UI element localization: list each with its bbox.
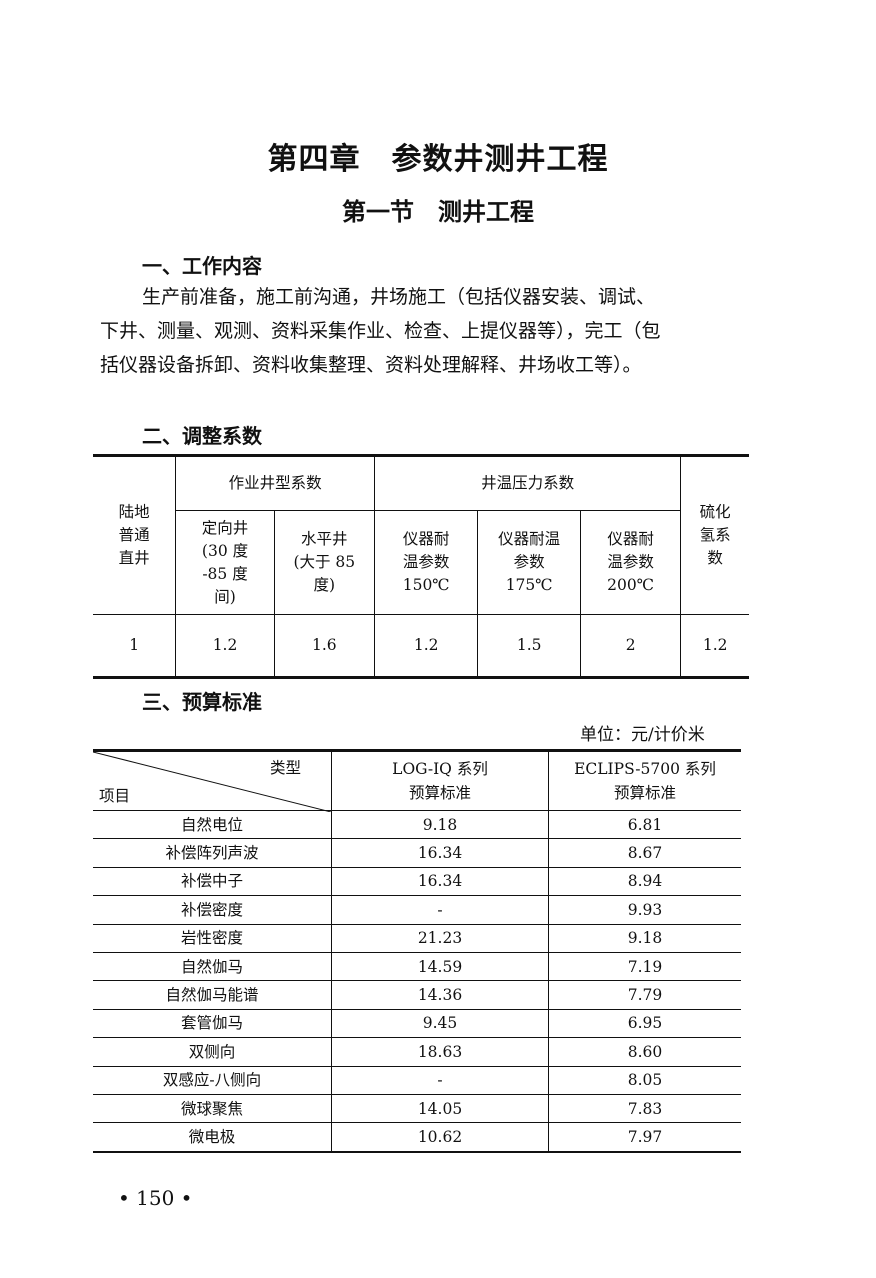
- corner-header: 类型 项目: [93, 750, 332, 812]
- table-row: 补偿阵列声波 16.34 8.67: [93, 838, 741, 868]
- item-cell: 双感应-八侧向: [93, 1065, 332, 1095]
- item-cell: 自然伽马能谱: [93, 980, 332, 1010]
- value-cell: 14.36: [331, 980, 549, 1010]
- work-heading: 一、工作内容: [142, 254, 262, 278]
- value-cell: 1.5: [477, 614, 581, 678]
- work-paragraph: 生产前准备，施工前沟通，井场施工（包括仪器安装、调试、 下井、测量、观测、资料采…: [100, 280, 762, 382]
- value-cell: 8.60: [548, 1037, 741, 1067]
- item-cell: 补偿密度: [93, 895, 332, 925]
- value-cell: 8.05: [548, 1065, 741, 1095]
- value-cell: 1.6: [273, 614, 375, 678]
- table-row: 岩性密度 21.23 9.18: [93, 923, 741, 953]
- value-cell: 16.34: [331, 866, 549, 897]
- value-cell: 8.94: [548, 866, 741, 897]
- para-line: 下井、测量、观测、资料采集作业、检查、上提仪器等），完工（包: [100, 320, 661, 342]
- value-cell: 14.05: [331, 1093, 549, 1124]
- sub-header: 仪器耐 温参数 200℃: [579, 510, 681, 615]
- value-cell: 18.63: [331, 1037, 549, 1067]
- table-row: 补偿密度 -9.93: [93, 895, 741, 925]
- item-cell: 套管伽马: [93, 1008, 332, 1039]
- value-cell: 8.67: [548, 838, 741, 868]
- sub-header: 水平井 (大于 85 度): [273, 510, 375, 615]
- table-row: 自然伽马能谱 14.36 7.79: [93, 980, 741, 1010]
- sub-header: 仪器耐 温参数 150℃: [373, 510, 479, 615]
- value-cell: 7.79: [548, 980, 741, 1010]
- value-cell: 9.18: [331, 809, 549, 840]
- value-cell: 1.2: [373, 614, 479, 678]
- item-cell: 自然电位: [93, 809, 332, 840]
- value-cell: 1: [93, 614, 177, 678]
- item-cell: 双侧向: [93, 1037, 332, 1067]
- value-cell: 1.2: [680, 614, 749, 678]
- column-header: ECLIPS-5700 系列 预算标准: [548, 750, 741, 811]
- table-row: 套管伽马 9.45 6.95: [93, 1008, 741, 1039]
- value-cell: 9.18: [548, 923, 741, 953]
- value-cell: 6.95: [548, 1008, 741, 1039]
- value-cell: 6.81: [548, 809, 741, 840]
- value-cell: -: [331, 1065, 549, 1095]
- table-row: 自然伽马 14.59 7.19: [93, 951, 741, 982]
- item-cell: 自然伽马: [93, 951, 332, 982]
- value-cell: 16.34: [331, 838, 549, 868]
- adjustment-table: 陆地 普通 直井 作业井型系数 井温压力系数 硫化 氢系数 定向井 (30 度 -85 度…: [93, 454, 749, 679]
- table-row: 双侧向 18.63 8.60: [93, 1037, 741, 1067]
- chapter-title: 第四章 参数井测井工程: [267, 142, 609, 177]
- item-cell: 补偿中子: [93, 866, 332, 897]
- item-cell: 微球聚焦: [93, 1093, 332, 1124]
- unit-label: 单位：元/计价米: [580, 725, 705, 745]
- budget-table: 类型 项目 LOG-IQ 系列 预算标准 ECLIPS-5700 系列 预算标准 自…: [93, 749, 741, 1153]
- section-title: 第一节 测井工程: [342, 198, 534, 226]
- table-row: 自然电位 9.18 6.81: [93, 809, 741, 840]
- value-cell: 9.45: [331, 1008, 549, 1039]
- item-cell: 岩性密度: [93, 923, 332, 953]
- value-cell: 10.62: [331, 1122, 549, 1153]
- sub-header: 仪器耐温 参数 175℃: [477, 510, 581, 615]
- value-cell: 14.59: [331, 951, 549, 982]
- table-row: 微电极 10.62 7.97: [93, 1122, 741, 1153]
- header-cell: 陆地 普通 直井: [93, 455, 177, 615]
- value-cell: 21.23: [331, 923, 549, 953]
- value-cell: 2: [579, 614, 682, 678]
- header-cell: 硫化 氢系数: [680, 455, 749, 615]
- para-line: 生产前准备，施工前沟通，井场施工（包括仪器安装、调试、: [142, 286, 656, 308]
- value-cell: 7.83: [548, 1093, 741, 1124]
- table-row: 双感应-八侧向 -8.05: [93, 1065, 741, 1095]
- column-header: LOG-IQ 系列 预算标准: [331, 750, 549, 811]
- sub-header: 定向井 (30 度 -85 度间): [175, 510, 275, 615]
- value-cell: 7.97: [548, 1122, 741, 1153]
- adjust-heading: 二、调整系数: [142, 424, 262, 448]
- group-header: 作业井型系数: [175, 455, 375, 511]
- page-number: • 150 •: [118, 1186, 193, 1210]
- value-cell: -: [331, 895, 549, 925]
- value-cell: 9.93: [548, 895, 741, 925]
- budget-heading: 三、预算标准: [142, 690, 262, 714]
- para-line: 括仪器设备拆卸、资料收集整理、资料处理解释、井场收工等）。: [100, 354, 642, 376]
- diagonal-line: [93, 752, 331, 812]
- value-cell: 1.2: [175, 614, 275, 678]
- table-row: 补偿中子 16.34 8.94: [93, 866, 741, 897]
- group-header: 井温压力系数: [373, 455, 682, 511]
- value-cell: 7.19: [548, 951, 741, 982]
- item-cell: 补偿阵列声波: [93, 838, 332, 868]
- table-row: 微球聚焦 14.05 7.83: [93, 1093, 741, 1124]
- item-cell: 微电极: [93, 1122, 332, 1153]
